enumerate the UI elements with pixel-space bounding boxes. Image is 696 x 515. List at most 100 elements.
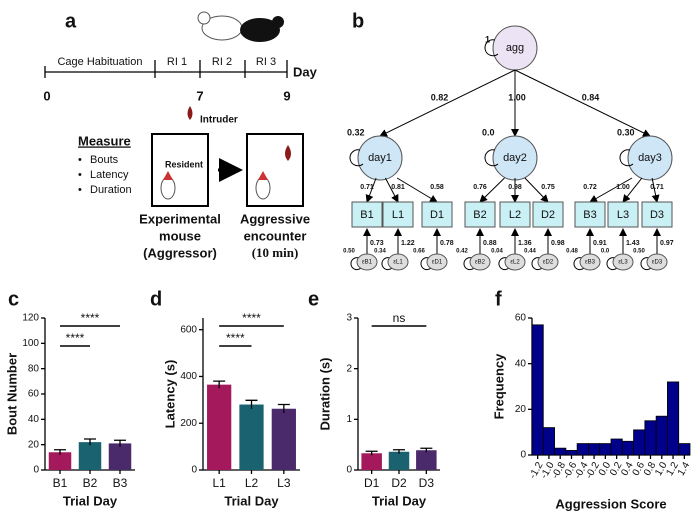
day-tick: 7 (196, 88, 203, 103)
variance-loop (531, 257, 543, 271)
path-arrow (479, 177, 505, 203)
bar (416, 450, 437, 470)
bar (48, 452, 72, 470)
variance-loop (498, 257, 510, 271)
day-tick: 0 (43, 88, 50, 103)
histogram-bar (621, 440, 634, 456)
error-bar (84, 438, 96, 446)
variance-label: 1 (485, 34, 490, 44)
variance-loop (381, 257, 393, 271)
error-label: εD2 (543, 260, 554, 266)
node-label: L2 (509, 209, 521, 221)
variance-loop (619, 149, 634, 167)
caption: encounter (244, 228, 307, 243)
node-label: B1 (360, 209, 373, 221)
error-var-label: 0.48 (566, 249, 578, 255)
y-tick-label: 0 (33, 465, 39, 476)
indicator-node (464, 201, 496, 228)
error-node (646, 253, 668, 271)
error-var-label: 0.04 (491, 249, 503, 255)
measure-item: Latency (90, 169, 129, 181)
variance-loop (484, 39, 499, 57)
error-label: εB3 (585, 260, 596, 266)
path-arrow (365, 177, 377, 203)
variance-loop (606, 257, 618, 271)
error-label: εL1 (393, 260, 403, 266)
error-path-label: 0.91 (593, 240, 607, 247)
node-label: D2 (541, 209, 555, 221)
significance-label: **** (226, 331, 245, 345)
path-arrow (379, 69, 516, 137)
y-tick-label: 60 (515, 313, 527, 324)
latent-node (627, 135, 673, 181)
mouse-black (240, 18, 280, 42)
caption: Aggressive (240, 211, 310, 226)
loading-label: 1.00 (508, 92, 526, 102)
node-label: L1 (392, 209, 404, 221)
error-node (612, 253, 634, 271)
variance-loop (640, 257, 652, 271)
panel-label: c (8, 288, 19, 310)
y-tick-label: 0 (520, 450, 526, 461)
variance-loop (420, 257, 432, 271)
histogram-bar (644, 420, 657, 456)
error-path-label: 1.43 (626, 240, 640, 247)
x-tick-label: 1.4 (676, 460, 693, 478)
y-tick-label: 20 (28, 439, 40, 450)
caption: Experimental (139, 211, 221, 226)
bullet: • (78, 184, 82, 196)
measure-item: Bouts (90, 154, 119, 166)
error-label: εD1 (432, 260, 443, 266)
x-tick-label: B2 (83, 476, 98, 490)
histogram-bar (610, 438, 623, 456)
panel-label: a (65, 10, 77, 32)
loading-label: 0.75 (541, 184, 555, 191)
loading-label: 0.82 (431, 92, 449, 102)
resident-mouse (160, 176, 176, 200)
path-arrow (524, 177, 549, 203)
error-var-label: 0.44 (524, 249, 536, 255)
y-axis-label: Latency (s) (162, 360, 177, 429)
loading-label: 0.58 (430, 184, 444, 191)
latent-node (357, 135, 403, 181)
error-label: εB2 (475, 260, 486, 266)
intruder-label: Intruder (200, 115, 238, 126)
path-arrow (384, 177, 399, 203)
error-bar (393, 449, 405, 454)
variance-label: 0.32 (347, 127, 365, 137)
bar (78, 442, 102, 470)
resident-mouse (255, 176, 271, 200)
x-tick-label: D3 (419, 476, 435, 490)
error-path-label: 0.78 (440, 240, 454, 247)
error-label: εD3 (652, 260, 663, 266)
error-node (356, 253, 378, 271)
indicator-node (574, 201, 606, 228)
segment-label: RI 1 (167, 56, 187, 68)
intruder-icon (285, 145, 291, 161)
node-label: D3 (650, 209, 664, 221)
variance-label: 0.0 (482, 127, 495, 137)
node-label: B3 (583, 209, 596, 221)
error-node (537, 253, 559, 271)
error-node (426, 253, 448, 271)
error-path-label: 1.36 (518, 240, 532, 247)
error-path-label: 0.73 (370, 240, 384, 247)
error-bar (54, 449, 66, 455)
node-label: day3 (638, 152, 662, 164)
variance-loop (573, 257, 585, 271)
path-arrow (622, 177, 643, 203)
loading-label: 0.84 (582, 92, 600, 102)
variance-loop (484, 149, 499, 167)
error-bar (114, 439, 126, 447)
error-node (387, 253, 409, 271)
bar (108, 443, 132, 470)
node-label: day2 (503, 152, 527, 164)
error-bar (365, 450, 378, 456)
resident-label: Resident (165, 159, 203, 169)
intruder-icon (187, 106, 193, 120)
error-var-label: 0.50 (343, 249, 355, 255)
x-tick-label: L3 (277, 476, 291, 490)
y-axis-label: Duration (s) (317, 358, 332, 431)
y-tick-label: 60 (28, 389, 40, 400)
loading-label: 1.00 (616, 184, 630, 191)
